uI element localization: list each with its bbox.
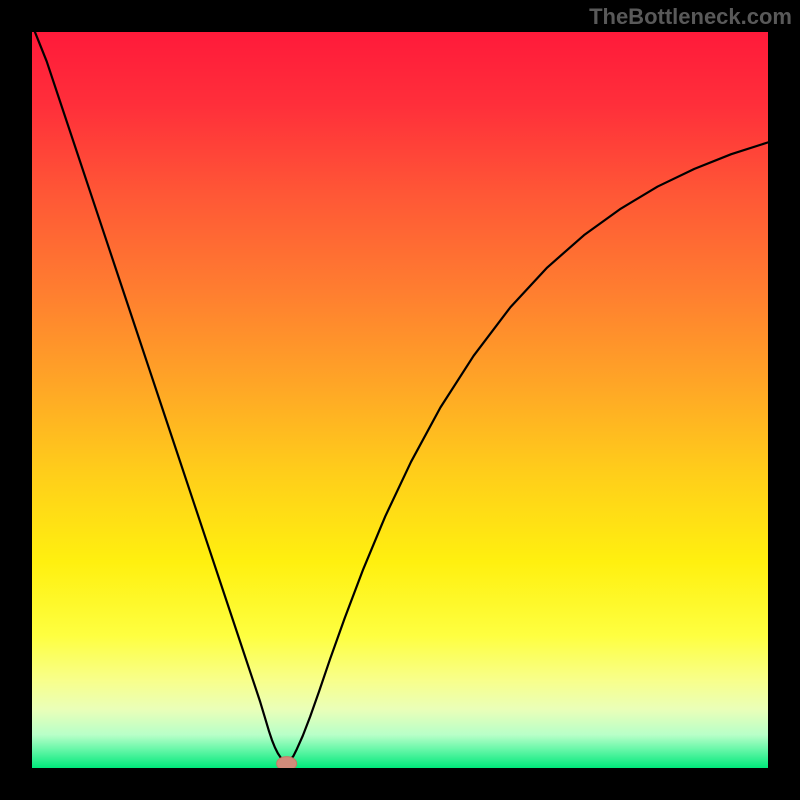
chart-background-gradient bbox=[32, 32, 768, 768]
bottleneck-chart bbox=[0, 0, 800, 800]
chart-container: TheBottleneck.com bbox=[0, 0, 800, 800]
